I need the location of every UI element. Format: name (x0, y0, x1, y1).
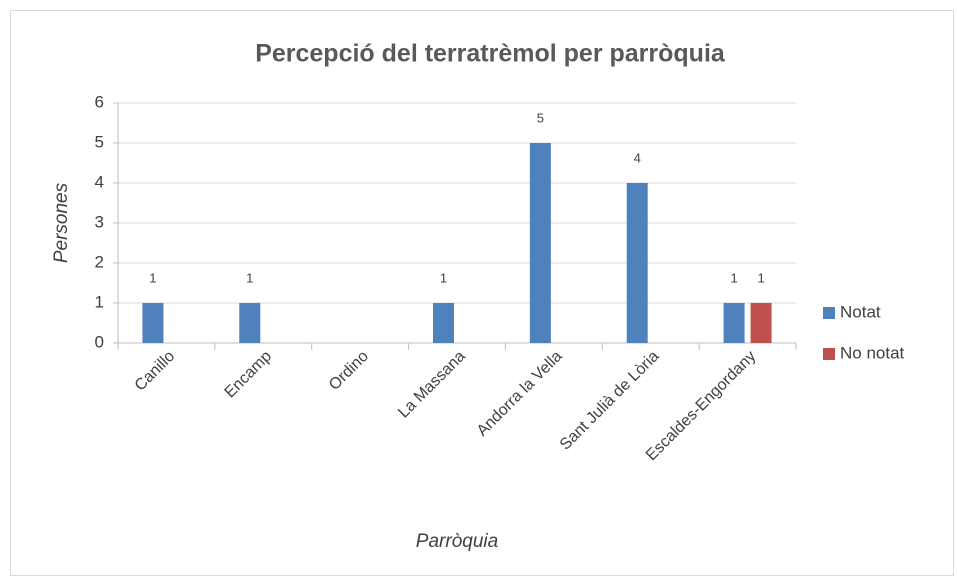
bar (142, 303, 164, 343)
x-axis-label: Parròquia (416, 531, 498, 552)
y-tick-label: 0 (95, 332, 104, 351)
legend-label: Notat (840, 302, 881, 321)
bar (626, 183, 648, 343)
data-label: 1 (149, 270, 156, 285)
legend-swatch (823, 348, 835, 360)
bar (529, 143, 551, 343)
data-label: 1 (757, 270, 764, 285)
y-tick-label: 1 (95, 292, 104, 311)
bar (433, 303, 454, 343)
bar (723, 303, 745, 343)
y-tick-label: 5 (95, 132, 104, 151)
data-label: 5 (537, 110, 544, 125)
data-label: 1 (246, 270, 253, 285)
y-tick-label: 3 (95, 212, 104, 231)
y-tick-label: 2 (95, 252, 104, 271)
chart-border (10, 10, 954, 576)
y-axis-label: Persones (51, 182, 72, 263)
bar (750, 303, 772, 343)
data-label: 4 (634, 150, 641, 165)
y-tick-label: 4 (95, 172, 104, 191)
chart-title: Percepció del terratrèmol per parròquia (255, 40, 726, 68)
data-label: 1 (440, 270, 447, 285)
data-label: 1 (730, 270, 737, 285)
bar (239, 303, 261, 343)
legend-swatch (823, 307, 835, 319)
legend-label: No notat (840, 343, 905, 362)
y-tick-label: 6 (95, 92, 104, 111)
